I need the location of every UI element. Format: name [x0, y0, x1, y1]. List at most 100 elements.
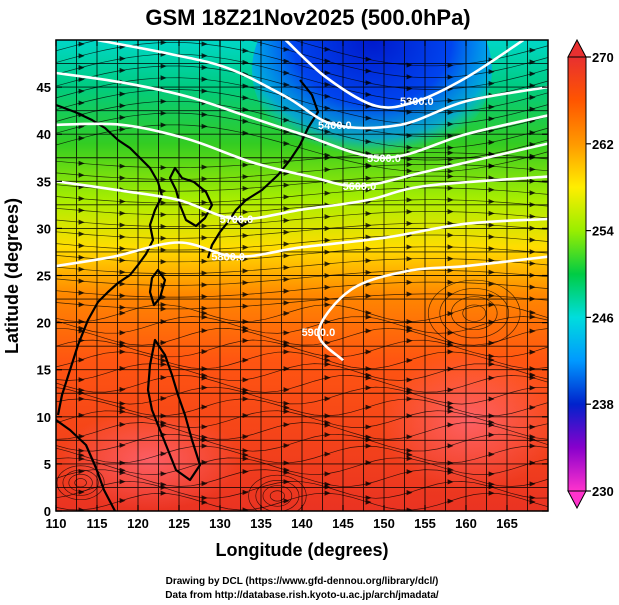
wind-arrow [201, 404, 208, 410]
y-tick-label: 45 [37, 80, 51, 95]
wind-arrow [324, 420, 331, 426]
wind-arrow [283, 70, 290, 76]
wind-arrow [242, 280, 249, 286]
colorbar-tick-label: 246 [592, 310, 614, 325]
wind-arrow [119, 114, 126, 121]
wind-arrow [119, 67, 126, 74]
y-tick-label: 20 [37, 316, 51, 331]
wind-arrow [242, 468, 249, 475]
wind-arrow [324, 353, 331, 359]
wind-arrow [119, 234, 126, 240]
wind-arrow [201, 372, 208, 379]
wind-arrow [529, 372, 536, 378]
wind-arrow [406, 291, 413, 297]
wind-arrow [283, 276, 290, 282]
wind-arrow [160, 306, 167, 312]
wind-arrow [529, 47, 536, 53]
wind-arrow [406, 507, 413, 511]
wind-arrow [119, 340, 126, 346]
wind-arrow [283, 206, 290, 212]
wind-arrow [529, 94, 536, 100]
wind-arrow [283, 241, 290, 247]
wind-arrow [488, 375, 495, 381]
wind-arrow [160, 395, 167, 402]
wind-arrow [447, 311, 454, 317]
wind-arrow [242, 489, 249, 495]
wind-arrow [242, 209, 249, 215]
wind-arrow [365, 210, 372, 217]
colorbar-tick-label: 238 [592, 397, 614, 412]
wind-arrow [406, 144, 413, 151]
wind-arrow [160, 294, 167, 300]
wind-arrow [406, 256, 413, 262]
y-tick-label: 10 [37, 410, 51, 425]
wind-arrow [529, 499, 536, 505]
wind-arrow [283, 129, 290, 135]
wind-arrow [78, 254, 85, 261]
wind-arrow [201, 310, 208, 316]
wind-arrow [201, 76, 208, 82]
wind-arrow [283, 442, 290, 449]
wind-arrow [78, 433, 85, 439]
wind-arrow [160, 212, 167, 218]
wind-arrow [365, 56, 372, 62]
wind-arrow [406, 338, 413, 344]
wind-arrow [324, 152, 331, 158]
wind-arrow [447, 498, 454, 504]
wind-arrow [78, 456, 85, 462]
wind-arrow [283, 159, 290, 165]
wind-arrow [160, 235, 167, 241]
wind-arrow [529, 443, 536, 449]
y-tick-label: 5 [44, 457, 51, 472]
wind-arrow [365, 310, 372, 316]
wind-arrow [365, 349, 372, 355]
wind-arrow [283, 58, 290, 64]
wind-arrow [529, 404, 536, 411]
wind-arrow [447, 74, 454, 80]
colorbar-tick-label: 270 [592, 50, 614, 65]
wind-arrow [119, 103, 126, 109]
wind-arrow [488, 69, 495, 75]
wind-arrow [201, 480, 208, 487]
x-tick-label: 165 [496, 516, 518, 531]
wind-arrow [488, 432, 495, 438]
wind-arrow [78, 489, 85, 495]
wind-arrow [488, 396, 495, 402]
contour-line [284, 40, 525, 109]
wind-arrow [119, 421, 126, 428]
wind-arrow [242, 507, 249, 511]
wind-arrow [283, 105, 290, 111]
wind-arrow [447, 400, 454, 407]
wind-arrow [365, 372, 372, 378]
y-tick-label: 0 [44, 504, 51, 519]
wind-arrow [78, 135, 85, 141]
wind-arrow [78, 196, 85, 202]
wind-arrow [160, 247, 167, 253]
wind-arrow [283, 182, 290, 188]
wind-arrow [120, 32, 126, 37]
wind-arrow [365, 443, 372, 449]
wind-arrow [406, 469, 413, 475]
wind-arrow [242, 396, 249, 402]
contour-label: 5800.0 [211, 252, 245, 264]
streamline-eddy [56, 465, 105, 501]
coastline-taiwan [148, 268, 167, 307]
wind-arrow [160, 75, 167, 81]
wind-arrow [406, 490, 413, 496]
wind-arrow [283, 405, 290, 411]
wind-arrow [78, 448, 85, 454]
wind-arrow [119, 281, 126, 287]
wind-arrow [201, 223, 208, 229]
wind-arrow [488, 319, 495, 325]
wind-arrow [365, 103, 372, 109]
wind-arrow [324, 471, 331, 477]
wind-arrow [160, 420, 167, 426]
wind-arrow [201, 499, 208, 505]
wind-arrow [324, 261, 331, 267]
wind-arrow [324, 214, 331, 220]
wind-arrow [324, 129, 331, 135]
wind-arrow [324, 361, 331, 367]
wind-arrow [78, 88, 85, 94]
wind-arrow [283, 229, 290, 235]
wind-arrow [406, 377, 413, 383]
